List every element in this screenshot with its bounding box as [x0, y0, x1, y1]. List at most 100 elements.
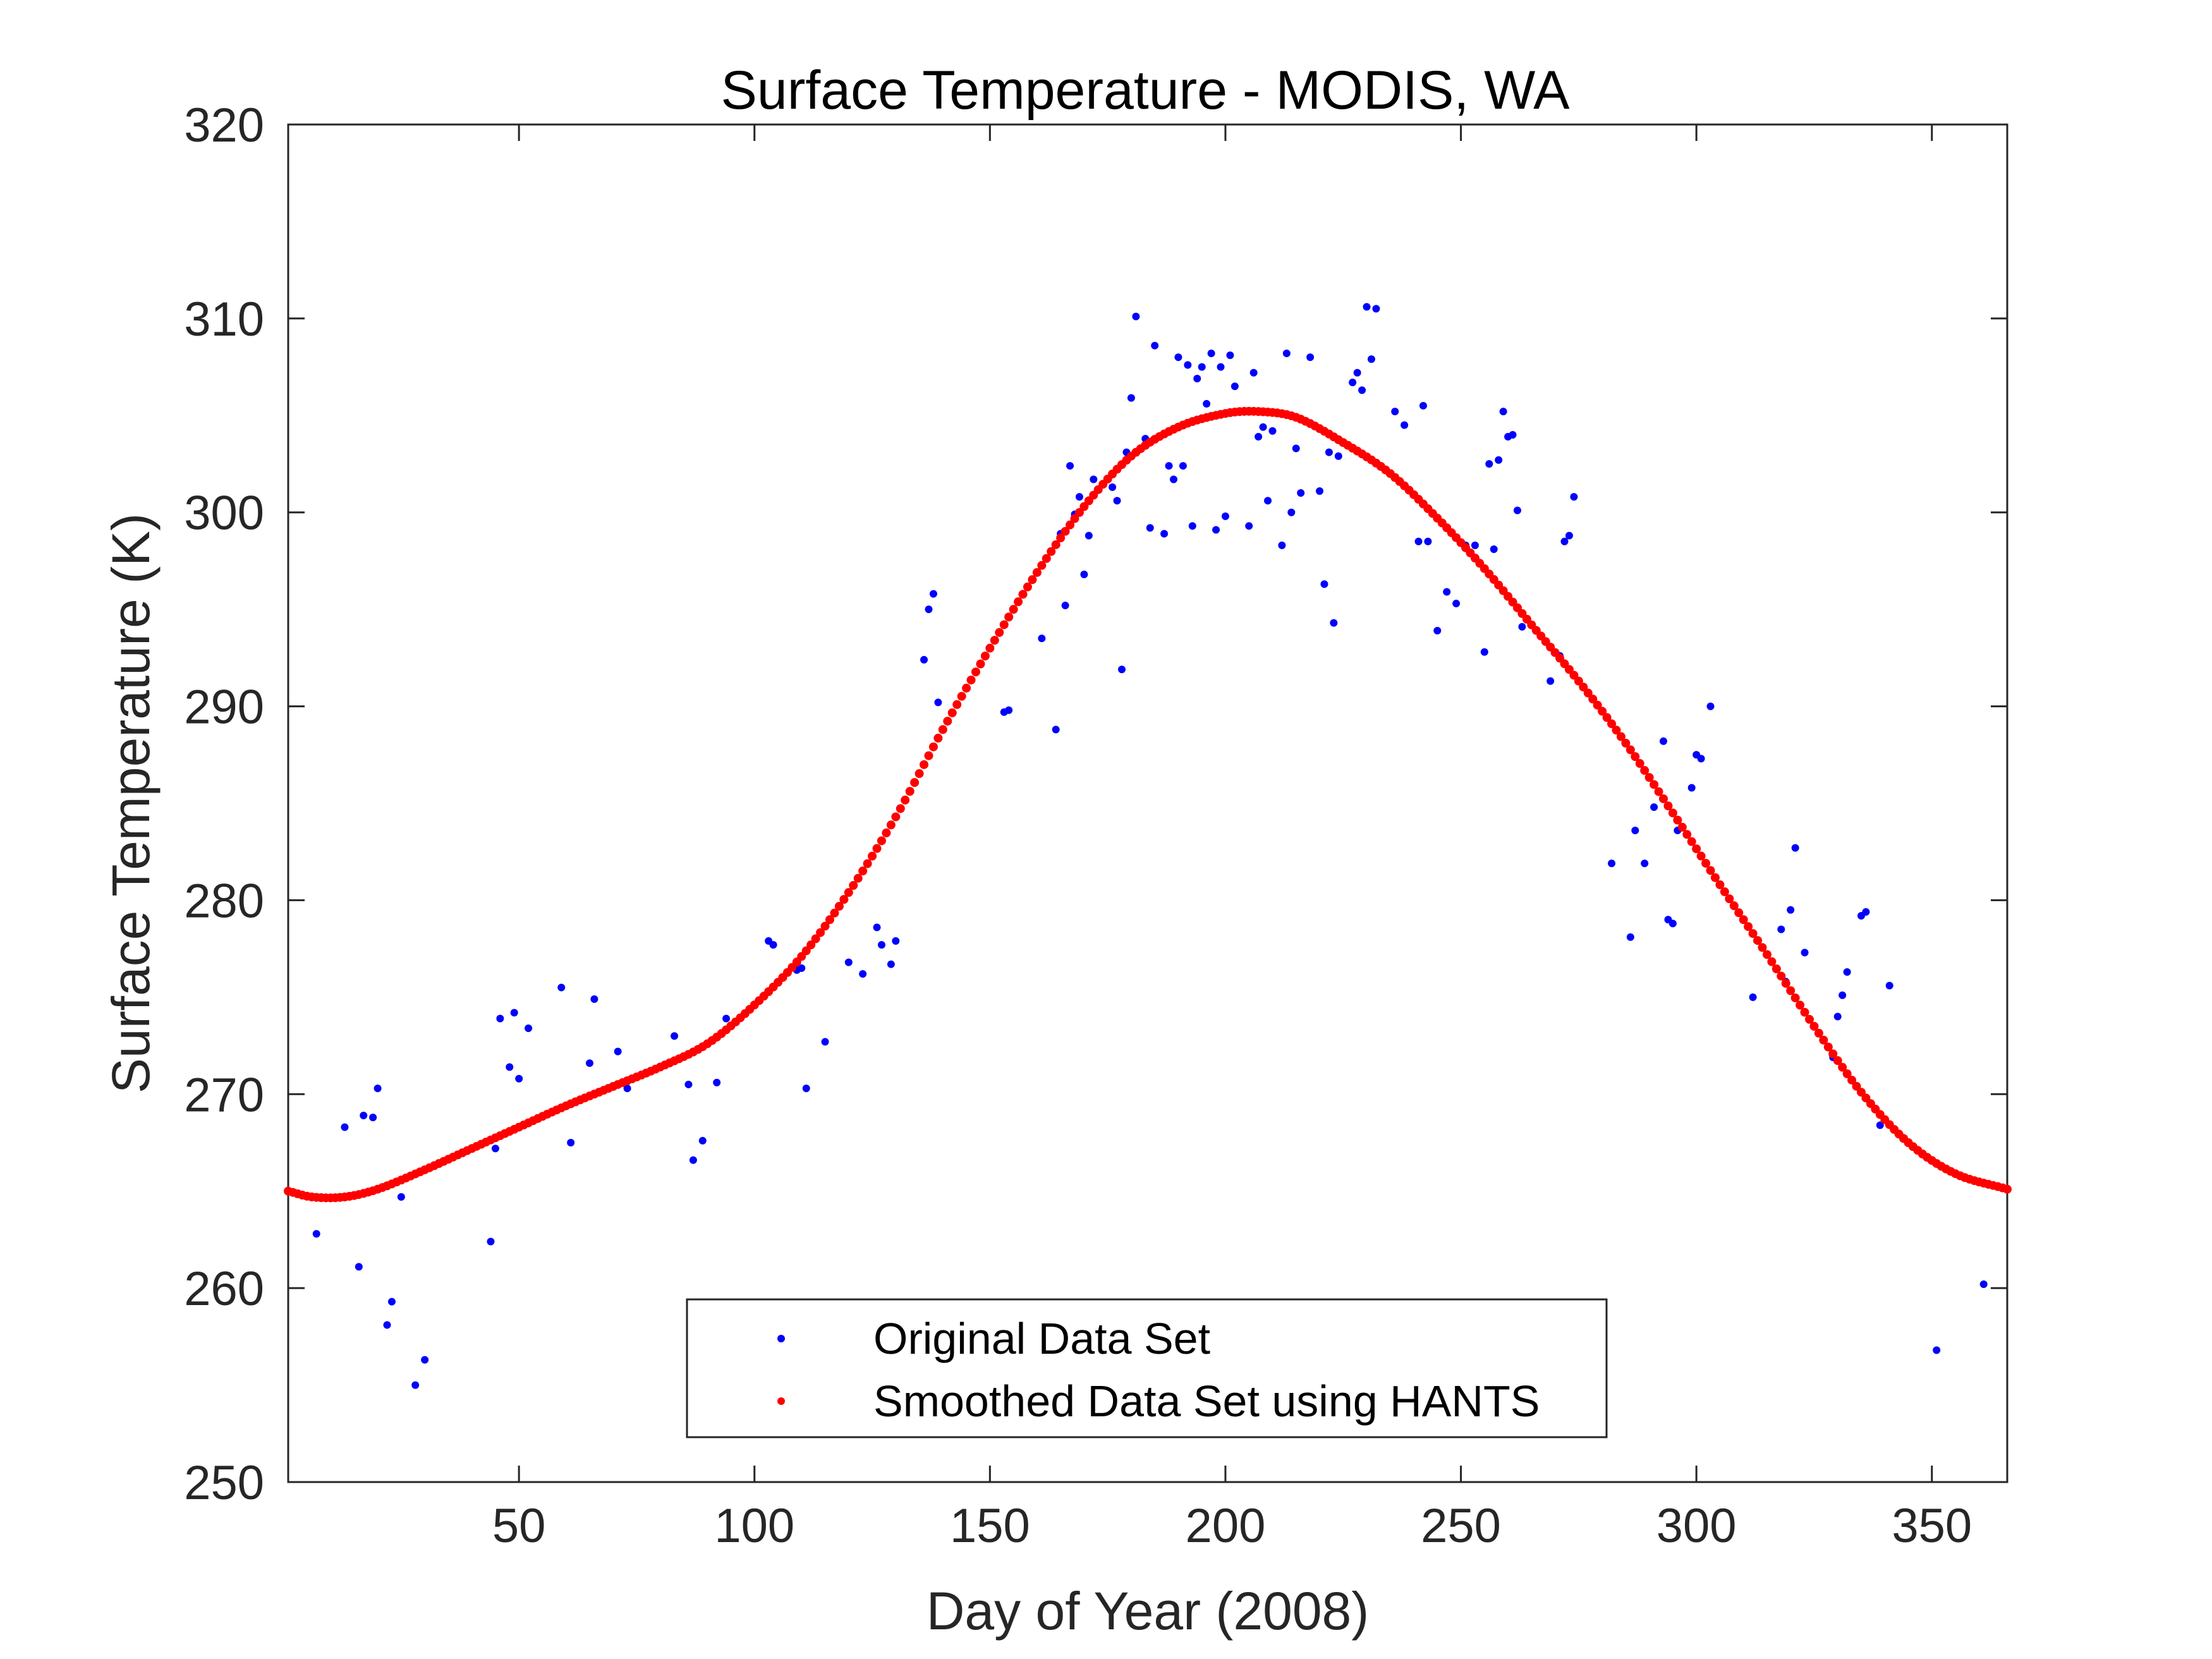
data-point-smoothed — [811, 934, 820, 944]
data-point-smoothed — [990, 636, 999, 645]
legend-marker-smoothed — [777, 1397, 785, 1405]
data-point-smoothed — [928, 742, 938, 751]
data-point-original — [341, 1123, 349, 1131]
data-point-smoothed — [1838, 1062, 1847, 1072]
data-point-smoothed — [947, 708, 957, 717]
data-point-smoothed — [1635, 759, 1644, 769]
data-point-original — [1518, 623, 1526, 631]
data-point-smoothed — [839, 895, 849, 904]
data-point-original — [1626, 933, 1634, 941]
data-point-original — [1207, 349, 1215, 358]
data-point-original — [1184, 361, 1192, 369]
data-point-smoothed — [1715, 880, 1725, 889]
data-point-original — [873, 923, 881, 932]
data-point-smoothed — [1687, 837, 1696, 846]
data-point-smoothed — [1852, 1081, 1861, 1091]
legend-label-smoothed: Smoothed Data Set using HANTS — [873, 1376, 1540, 1426]
data-point-smoothed — [1018, 590, 1028, 599]
data-point-original — [1169, 475, 1177, 483]
data-point-original — [1358, 386, 1366, 394]
data-point-original — [1066, 462, 1074, 470]
data-point-smoothed — [1014, 597, 1023, 607]
data-point-smoothed — [952, 700, 962, 709]
data-point-original — [1833, 1012, 1842, 1021]
data-point-original — [1160, 530, 1169, 538]
data-point-smoothed — [853, 873, 863, 883]
data-point-smoothed — [1626, 745, 1635, 755]
data-point-smoothed — [1673, 815, 1682, 825]
data-point-smoothed — [938, 725, 947, 734]
data-point-smoothed — [1753, 936, 1763, 945]
data-point-original — [1372, 305, 1380, 313]
data-point-smoothed — [1588, 695, 1598, 704]
data-point-smoothed — [886, 820, 896, 830]
data-point-original — [496, 1014, 504, 1023]
data-point-original — [1005, 706, 1013, 714]
data-point-smoothed — [896, 804, 905, 813]
data-point-original — [1118, 665, 1126, 674]
data-point-smoothed — [1800, 1007, 1809, 1017]
data-point-smoothed — [816, 928, 825, 937]
data-point-original — [1471, 541, 1479, 549]
data-point-smoothed — [1767, 957, 1777, 966]
data-point-original — [491, 1145, 499, 1153]
y-tick-label: 250 — [184, 1456, 264, 1510]
data-point-original — [925, 605, 933, 614]
data-point-original — [1278, 541, 1286, 549]
data-point-smoothed — [863, 859, 872, 868]
data-point-original — [1363, 303, 1371, 311]
data-point-original — [1424, 537, 1432, 545]
data-point-smoothed — [910, 778, 920, 787]
data-point-smoothed — [1056, 533, 1066, 543]
data-point-original — [1650, 803, 1658, 811]
data-point-smoothed — [1066, 520, 1075, 530]
data-point-smoothed — [1823, 1042, 1833, 1052]
data-point-original — [1485, 460, 1493, 468]
data-point-smoothed — [1640, 766, 1650, 775]
data-point-original — [1255, 433, 1263, 441]
data-point-original — [798, 964, 806, 972]
data-point-original — [1787, 906, 1795, 914]
data-point-smoothed — [1070, 514, 1079, 523]
legend-marker-original — [777, 1335, 785, 1342]
data-point-original — [698, 1136, 707, 1145]
data-point-original — [1193, 374, 1201, 382]
data-point-smoothed — [1809, 1021, 1819, 1031]
data-point-original — [1608, 860, 1616, 868]
chart-title: Surface Temperature - MODIS, WA — [721, 60, 1571, 121]
x-axis-label: Day of Year (2008) — [927, 1581, 1369, 1641]
data-point-original — [1080, 570, 1088, 578]
data-point-original — [1353, 368, 1361, 377]
data-point-original — [383, 1321, 391, 1329]
data-point-smoothed — [1725, 894, 1734, 904]
data-point-smoothed — [1744, 922, 1753, 932]
data-point-smoothed — [999, 620, 1009, 629]
data-point-original — [1513, 506, 1521, 514]
y-tick-label: 300 — [184, 487, 264, 540]
data-point-original — [623, 1085, 631, 1093]
data-point-smoothed — [1734, 908, 1744, 918]
data-point-original — [355, 1263, 363, 1271]
data-point-smoothed — [1659, 794, 1668, 803]
data-point-original — [1452, 599, 1461, 607]
legend-box — [686, 1298, 1608, 1438]
data-point-smoothed — [849, 881, 858, 890]
data-point-original — [1075, 493, 1083, 501]
data-point-original — [1885, 981, 1893, 990]
data-point-smoothed — [1598, 707, 1607, 716]
data-point-original — [1226, 351, 1234, 360]
data-point-smoothed — [1060, 526, 1070, 536]
data-point-original — [1495, 456, 1503, 464]
data-point-original — [1547, 677, 1555, 685]
data-point-original — [1565, 532, 1573, 540]
data-point-original — [590, 995, 599, 1003]
data-point-original — [887, 960, 895, 968]
data-point-original — [1490, 545, 1498, 554]
data-point-original — [1221, 512, 1229, 520]
data-point-original — [1203, 399, 1211, 408]
data-point-original — [1268, 427, 1277, 435]
data-point-original — [1791, 844, 1799, 852]
data-point-original — [1876, 1121, 1884, 1129]
data-point-smoothed — [1032, 568, 1042, 577]
data-point-smoothed — [1051, 540, 1060, 549]
